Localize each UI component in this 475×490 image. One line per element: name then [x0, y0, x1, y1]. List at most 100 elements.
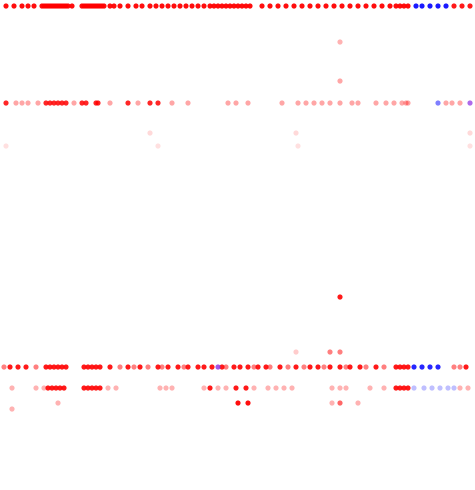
data-point — [405, 385, 411, 391]
data-point — [397, 385, 403, 391]
data-point — [111, 3, 117, 9]
data-point — [117, 364, 123, 370]
data-point — [405, 3, 411, 9]
data-point — [457, 100, 463, 106]
data-point — [135, 100, 141, 106]
data-point — [101, 3, 107, 9]
data-point — [137, 364, 143, 370]
data-point — [43, 364, 49, 370]
data-point — [201, 364, 207, 370]
data-point — [347, 3, 353, 9]
data-point — [243, 385, 249, 391]
data-point — [291, 3, 297, 9]
data-point — [457, 364, 463, 370]
data-point — [23, 364, 29, 370]
data-point — [43, 100, 49, 106]
data-point — [93, 385, 99, 391]
data-point — [47, 100, 53, 106]
data-point — [117, 3, 123, 9]
data-point — [429, 385, 435, 391]
data-point — [175, 364, 181, 370]
data-point — [31, 3, 37, 9]
data-point — [107, 364, 113, 370]
data-point — [107, 3, 113, 9]
data-point — [189, 3, 195, 9]
data-point — [267, 364, 273, 370]
data-point — [371, 3, 377, 9]
data-point — [459, 3, 465, 9]
data-point — [185, 100, 191, 106]
data-point — [363, 3, 369, 9]
data-point — [69, 3, 75, 9]
data-point — [81, 385, 87, 391]
data-point — [259, 3, 265, 9]
data-point — [451, 3, 457, 9]
data-point — [391, 100, 397, 106]
data-point — [65, 3, 71, 9]
data-point — [79, 100, 85, 106]
data-point — [169, 385, 175, 391]
data-point — [337, 385, 343, 391]
data-point — [451, 364, 457, 370]
data-point — [125, 3, 131, 9]
data-point — [355, 3, 361, 9]
data-point — [397, 364, 403, 370]
data-point — [227, 3, 233, 9]
data-point — [275, 3, 281, 9]
data-point — [373, 100, 379, 106]
data-point — [9, 385, 15, 391]
data-point — [255, 364, 261, 370]
data-point — [327, 100, 333, 106]
data-point — [379, 3, 385, 9]
data-point — [427, 3, 433, 9]
data-point — [41, 385, 47, 391]
data-point — [373, 364, 379, 370]
data-point — [319, 100, 325, 106]
data-point — [235, 400, 241, 406]
data-point — [267, 3, 273, 9]
data-point — [223, 385, 229, 391]
data-point — [303, 100, 309, 106]
data-point — [337, 294, 343, 300]
data-point — [89, 364, 95, 370]
data-point — [293, 349, 299, 355]
data-point — [145, 364, 151, 370]
data-point — [201, 385, 207, 391]
data-point — [323, 3, 329, 9]
data-point — [299, 3, 305, 9]
data-point — [169, 100, 175, 106]
data-point — [273, 385, 279, 391]
data-point — [63, 364, 69, 370]
data-point — [419, 364, 425, 370]
data-point — [19, 100, 25, 106]
data-point — [19, 3, 25, 9]
data-point — [207, 385, 213, 391]
data-point — [393, 3, 399, 9]
data-point — [185, 364, 191, 370]
data-point — [219, 3, 225, 9]
data-point — [245, 400, 251, 406]
data-point — [405, 364, 411, 370]
data-point — [363, 364, 369, 370]
data-point — [97, 364, 103, 370]
data-point — [329, 385, 335, 391]
data-point — [285, 364, 291, 370]
data-point — [307, 364, 313, 370]
data-point — [159, 364, 165, 370]
data-point — [33, 364, 39, 370]
data-point — [289, 385, 295, 391]
data-point — [49, 385, 55, 391]
data-point — [383, 100, 389, 106]
data-point — [125, 100, 131, 106]
data-point — [293, 364, 299, 370]
data-point — [339, 3, 345, 9]
data-point — [405, 100, 411, 106]
data-point — [293, 130, 299, 136]
data-point — [53, 385, 59, 391]
data-point — [337, 100, 343, 106]
data-point — [355, 400, 361, 406]
data-point — [419, 3, 425, 9]
data-point — [277, 364, 283, 370]
data-point — [3, 3, 9, 9]
